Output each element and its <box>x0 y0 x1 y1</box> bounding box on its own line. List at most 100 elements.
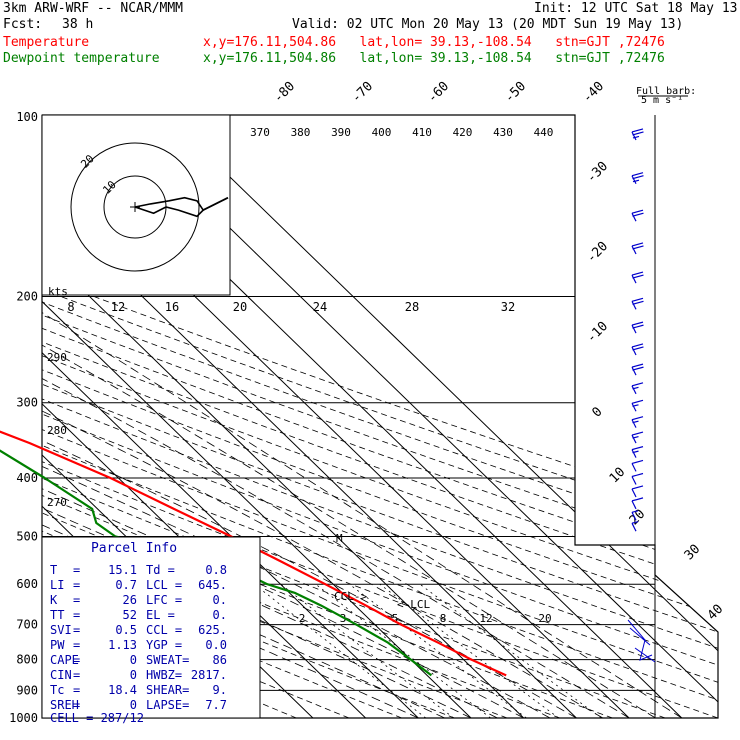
isotherm-label: 30 <box>682 542 704 564</box>
pressure-label: 900 <box>16 683 38 697</box>
parcel-cell: CELL = 287/12 <box>50 711 144 725</box>
barb-key-value: 5 m s⁻¹ <box>641 95 683 106</box>
wind-barb-flag <box>631 172 644 177</box>
mixing-ratio-label: 2 <box>299 612 306 625</box>
wind-barb-flag <box>632 386 639 390</box>
parcel-value: 0 <box>130 698 137 712</box>
wind-barb-flag <box>632 245 644 250</box>
mixing-ratio-label: 28 <box>405 300 419 314</box>
isotherm-line <box>42 115 472 718</box>
parcel-value: 0 <box>130 653 137 667</box>
parcel-label: K <box>50 593 58 607</box>
isotherm-label: -20 <box>584 239 611 266</box>
isotherm-label: -10 <box>584 319 611 346</box>
parcel-label: EL = <box>146 608 175 622</box>
pressure-label: 800 <box>16 653 38 667</box>
ccl-annotation: CCL-> <box>334 590 367 603</box>
parcel-label: PW <box>50 638 65 652</box>
parcel-value: 26 <box>123 593 137 607</box>
wind-barb-flag <box>631 459 644 464</box>
wind-barb-flag <box>632 300 644 305</box>
hodograph-frame <box>41 114 231 296</box>
legend-dewpoint: Dewpoint temperature <box>3 51 160 66</box>
barb-key-title: Full barb: <box>636 86 696 97</box>
dry-adiabat-line <box>42 115 666 718</box>
isotherm-line <box>165 115 718 718</box>
parcel-info-title: Parcel Info <box>91 541 177 556</box>
moist-adiabat-line <box>42 296 577 718</box>
dry-adiabat-line <box>42 115 613 718</box>
parcel-label: CAPE <box>50 653 79 667</box>
wind-barb-flag <box>632 175 644 180</box>
isotherm-label: -50 <box>502 79 529 106</box>
forecast-label: Fcst: <box>3 17 43 32</box>
wind-barb-flag <box>632 346 644 351</box>
wind-barb <box>631 324 637 334</box>
parcel-value: 52 <box>123 608 137 622</box>
wind-barb-flag <box>631 321 644 326</box>
dry-adiabat-line <box>42 115 718 718</box>
parcel-label: Tc <box>50 683 64 697</box>
lcl-annotation: <-LCL <box>397 598 430 611</box>
wind-barb <box>631 212 637 222</box>
parcel-equals: = <box>73 638 80 652</box>
wind-barb-flag <box>631 242 644 247</box>
wind-barb <box>631 274 637 284</box>
mixing-ratio-label: 8 <box>67 300 74 314</box>
parcel-equals: = <box>73 563 80 577</box>
init-time: Init: 12 UTC Sat 18 May 13 <box>534 1 738 16</box>
parcel-label: Td = <box>146 563 175 577</box>
dry-adiabat-line <box>42 115 718 718</box>
mixing-ratio-label: 20 <box>233 300 247 314</box>
isotherm-label: 40 <box>705 602 727 624</box>
parcel-label: LAPSE= <box>146 698 189 712</box>
isotherm-label: -60 <box>425 79 452 106</box>
model-title: 3km ARW-WRF -- NCAR/MMM <box>3 1 184 16</box>
mixing-ratio-label: 12 <box>111 300 125 314</box>
mixing-ratio-label: 32 <box>501 300 515 314</box>
wind-barb <box>631 488 637 498</box>
dewpoint-trace <box>0 449 433 677</box>
mixing-ratio-label: 20 <box>538 612 551 625</box>
parcel-equals: = <box>73 608 80 622</box>
wind-barb-flag <box>631 497 644 502</box>
parcel-label: CCL = <box>146 623 182 637</box>
legend-dewpoint-location: x,y=176.11,504.86 lat,lon= 39.13,-108.54… <box>203 51 665 66</box>
theta-e-label: 440 <box>534 126 554 139</box>
parcel-label: LCL = <box>146 578 182 592</box>
parcel-value: 0. <box>213 608 227 622</box>
parcel-label: CIN <box>50 668 72 682</box>
parcel-info-box: Parcel Info T = 15.1 Td = 0.8 LI = 0.7 LCL = 645. K… <box>41 536 261 725</box>
pressure-label: 700 <box>16 618 38 632</box>
wind-barb <box>631 131 637 141</box>
wind-barb <box>631 245 637 255</box>
mixing-ratio-label: 24 <box>313 300 327 314</box>
theta-e-label: 380 <box>291 126 311 139</box>
isotherm-label: 10 <box>607 465 629 487</box>
forecast-hour: 38 h <box>62 17 94 32</box>
parcel-value: 1.13 <box>108 638 137 652</box>
legend-temperature-location: x,y=176.11,504.86 lat,lon= 39.13,-108.54… <box>203 35 665 50</box>
temperature-trace <box>0 430 507 677</box>
parcel-label: SWEAT= <box>146 653 189 667</box>
mixing-ratio-line <box>419 583 602 718</box>
wind-barb-flag <box>632 212 644 217</box>
wind-barb-flag <box>632 274 644 279</box>
theta-e-label: 410 <box>412 126 432 139</box>
wind-barb <box>631 522 637 532</box>
parcel-label: SVI <box>50 623 72 637</box>
dry-adiabat-label: 290 <box>47 351 67 364</box>
hodograph-trace <box>202 196 229 211</box>
wind-barb-flag <box>632 435 639 439</box>
parcel-value: 0.7 <box>115 578 137 592</box>
wind-barb-flag <box>631 521 639 524</box>
parcel-equals: = <box>73 668 80 682</box>
wind-barb-flag <box>631 271 644 276</box>
valid-time: Valid: 02 UTC Mon 20 May 13 (20 MDT Sun … <box>292 17 684 32</box>
wind-barb <box>631 449 637 458</box>
mixing-ratio-label: 12 <box>479 612 492 625</box>
parcel-label: TT <box>50 608 64 622</box>
wind-barb-flag <box>632 366 644 371</box>
isotherm-label: -30 <box>584 159 611 186</box>
